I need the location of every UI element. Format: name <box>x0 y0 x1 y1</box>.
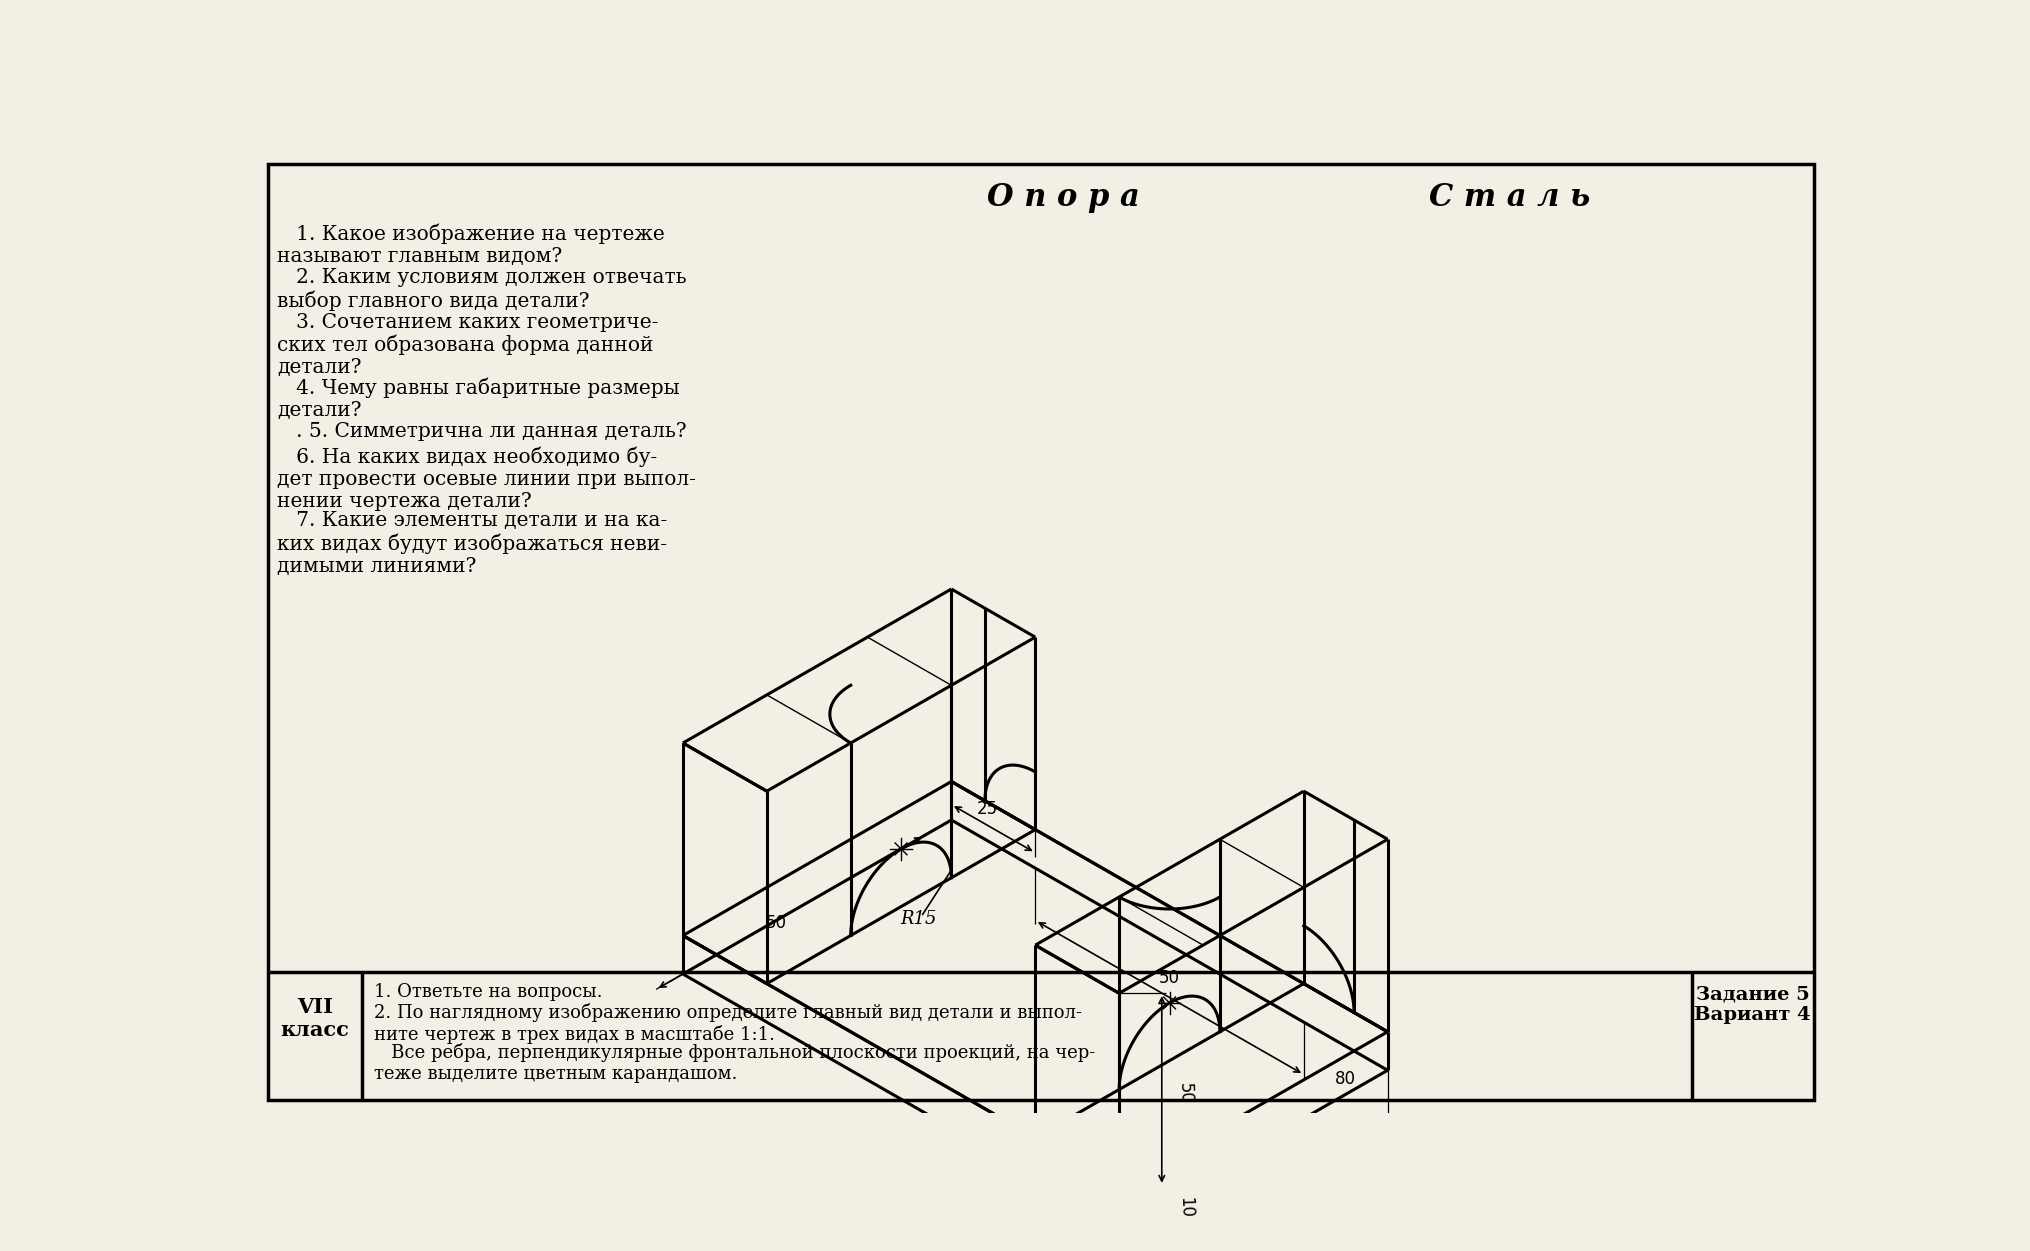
Text: 6. На каких видах необходимо бу-
дет провести осевые линии при выпол-
нении черт: 6. На каких видах необходимо бу- дет про… <box>276 447 696 512</box>
Text: 3. Сочетанием каких геометриче-
ских тел образована форма данной
детали?: 3. Сочетанием каких геометриче- ских тел… <box>276 313 658 378</box>
Text: 10: 10 <box>1175 1196 1194 1218</box>
Text: 7. Какие элементы детали и на ка-
ких видах будут изображаться неви-
димыми лини: 7. Какие элементы детали и на ка- ких ви… <box>276 512 668 575</box>
Text: VII
класс: VII класс <box>280 997 349 1041</box>
Text: Задание 5
Вариант 4: Задание 5 Вариант 4 <box>1693 986 1811 1025</box>
Text: 50: 50 <box>765 914 786 932</box>
Text: R15: R15 <box>899 911 936 928</box>
Text: 2. Каким условиям должен отвечать
выбор главного вида детали?: 2. Каким условиям должен отвечать выбор … <box>276 268 686 310</box>
Text: 2. По наглядному изображению определите главный вид детали и выпол-
ните чертеж : 2. По наглядному изображению определите … <box>374 1003 1082 1045</box>
Text: 50: 50 <box>1175 1082 1194 1105</box>
Text: С т а л ь: С т а л ь <box>1427 183 1589 214</box>
Text: О п о р а: О п о р а <box>987 183 1139 214</box>
Text: 4. Чему равны габаритные размеры
детали?: 4. Чему равны габаритные размеры детали? <box>276 378 680 420</box>
Text: 25: 25 <box>976 799 997 818</box>
Text: . 5. Симметрична ли данная деталь?: . 5. Симметрична ли данная деталь? <box>276 422 686 440</box>
Text: 1. Ответьте на вопросы.: 1. Ответьте на вопросы. <box>374 983 603 1001</box>
Text: 50: 50 <box>1159 968 1179 987</box>
Text: 1. Какое изображение на чертеже
называют главным видом?: 1. Какое изображение на чертеже называют… <box>276 223 664 265</box>
Text: Все ребра, перпендикулярные фронтальной плоскости проекций, на чер-
теже выделит: Все ребра, перпендикулярные фронтальной … <box>374 1043 1094 1083</box>
Text: 80: 80 <box>1334 1070 1356 1088</box>
